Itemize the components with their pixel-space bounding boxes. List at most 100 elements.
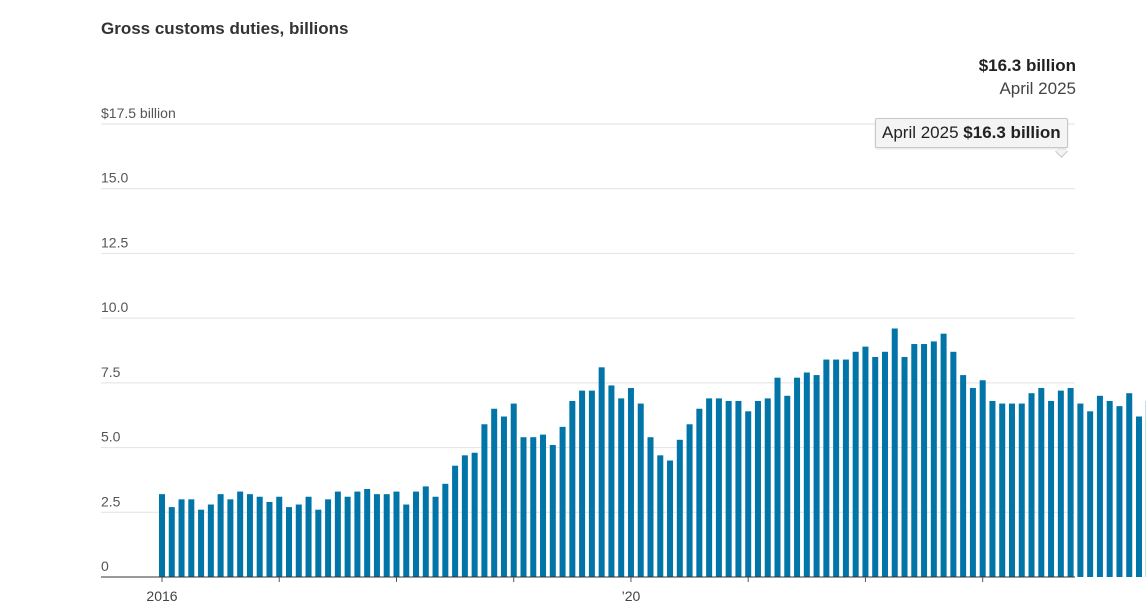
bar[interactable] [452,465,459,577]
bar[interactable] [549,444,556,577]
bar[interactable] [383,494,390,577]
bar[interactable] [286,507,293,577]
bar[interactable] [364,488,371,577]
bar[interactable] [246,494,253,577]
bar[interactable] [930,341,937,577]
bar[interactable] [764,398,771,577]
bar[interactable] [442,483,449,577]
bar[interactable] [950,351,957,577]
bar[interactable] [686,424,693,577]
bar[interactable] [911,344,918,577]
bar[interactable] [735,400,742,577]
bar[interactable] [266,501,273,577]
bar[interactable] [1077,403,1084,577]
bar[interactable] [227,499,234,577]
bar[interactable] [1057,390,1064,577]
bar[interactable] [872,356,879,577]
bar[interactable] [969,388,976,577]
bar[interactable] [530,437,537,577]
bar[interactable] [237,491,244,577]
bar[interactable] [491,408,498,577]
bar[interactable] [334,491,341,577]
bar[interactable] [471,452,478,577]
bar[interactable] [588,390,595,577]
bar[interactable] [188,499,195,577]
bar[interactable] [305,496,312,577]
bar[interactable] [657,455,664,577]
bar[interactable] [315,509,322,577]
bar[interactable] [940,333,947,577]
bar[interactable] [295,504,302,577]
bar[interactable] [1028,393,1035,577]
bar[interactable] [823,359,830,577]
bar[interactable] [1106,400,1113,577]
bar[interactable] [627,388,634,577]
bar[interactable] [794,377,801,577]
bar[interactable] [540,434,547,577]
bar[interactable] [725,400,732,577]
bar[interactable] [706,398,713,577]
bar[interactable] [608,385,615,577]
bar[interactable] [989,400,996,577]
bar[interactable] [862,346,869,577]
bar[interactable] [852,351,859,577]
bar[interactable] [207,504,214,577]
bar[interactable] [891,328,898,577]
bar[interactable] [344,496,351,577]
bar[interactable] [960,375,967,577]
bar[interactable] [1067,388,1074,577]
bar[interactable] [413,491,420,577]
bar[interactable] [745,411,752,577]
bar[interactable] [159,494,165,577]
bar[interactable] [432,496,439,577]
bar[interactable] [715,398,722,577]
bar[interactable] [696,408,703,577]
bar[interactable] [354,491,361,577]
bar[interactable] [754,400,761,577]
bar[interactable] [198,509,205,577]
bar[interactable] [500,416,507,577]
bar[interactable] [901,356,908,577]
bar[interactable] [676,439,683,577]
bar[interactable] [168,507,175,577]
bar[interactable] [618,398,625,577]
bar[interactable] [1018,403,1025,577]
bar[interactable] [784,395,791,577]
bar[interactable] [1136,416,1142,577]
bar[interactable] [422,486,429,577]
bar[interactable] [276,496,283,577]
bar[interactable] [1087,411,1094,577]
bar[interactable] [1116,406,1123,577]
bar[interactable] [842,359,849,577]
bar[interactable] [647,437,654,577]
bar[interactable] [403,504,410,577]
bar[interactable] [598,367,605,577]
bar[interactable] [803,372,810,577]
bar[interactable] [569,400,576,577]
bar[interactable] [833,359,840,577]
bar[interactable] [1126,393,1133,577]
bar[interactable] [373,494,380,577]
bar[interactable] [481,424,488,577]
bar[interactable] [637,403,644,577]
bar[interactable] [579,390,586,577]
bar[interactable] [178,499,185,577]
bar[interactable] [979,380,986,577]
bar[interactable] [813,375,820,577]
bar[interactable] [325,499,332,577]
bar[interactable] [520,437,527,577]
bar[interactable] [921,344,928,577]
bar[interactable] [1096,395,1103,577]
bar[interactable] [667,460,674,577]
bar[interactable] [774,377,781,577]
bar[interactable] [559,426,566,577]
bar[interactable] [1008,403,1015,577]
bar[interactable] [1038,388,1045,577]
bar[interactable] [881,351,888,577]
bar[interactable] [1048,400,1055,577]
bar[interactable] [461,455,468,577]
bar[interactable] [256,496,263,577]
bar[interactable] [217,494,224,577]
bar[interactable] [393,491,400,577]
bar[interactable] [999,403,1006,577]
